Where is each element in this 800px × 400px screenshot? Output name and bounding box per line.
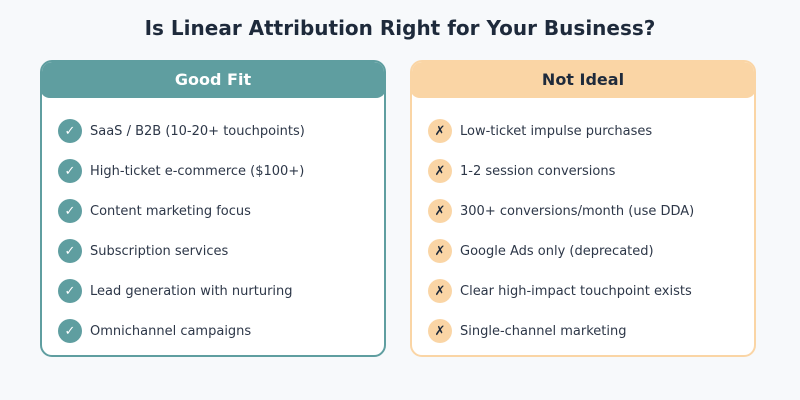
page-title: Is Linear Attribution Right for Your Bus… bbox=[144, 16, 656, 40]
list-item-label: Low-ticket impulse purchases bbox=[460, 123, 653, 139]
check-icon: ✓ bbox=[58, 239, 82, 263]
list-item-label: Lead generation with nurturing bbox=[90, 283, 293, 299]
check-icon: ✓ bbox=[58, 279, 82, 303]
list-item-label: 300+ conversions/month (use DDA) bbox=[460, 203, 695, 219]
check-icon: ✓ bbox=[58, 199, 82, 223]
list-item-label: SaaS / B2B (10-20+ touchpoints) bbox=[90, 123, 305, 139]
cross-icon: ✗ bbox=[428, 159, 452, 183]
list-item-label: High-ticket e-commerce ($100+) bbox=[90, 163, 305, 179]
list-item-label: Content marketing focus bbox=[90, 203, 251, 219]
cross-icon: ✗ bbox=[428, 279, 452, 303]
list-item: ✓ SaaS / B2B (10-20+ touchpoints) bbox=[58, 119, 305, 143]
list-item-label: Omnichannel campaigns bbox=[90, 323, 252, 339]
good-fit-header: Good Fit bbox=[42, 62, 384, 98]
list-item-label: Google Ads only (deprecated) bbox=[460, 243, 654, 259]
list-item-label: Subscription services bbox=[90, 243, 229, 259]
not-ideal-card: Not Ideal ✗ Low-ticket impulse purchases… bbox=[410, 60, 756, 357]
list-item: ✗ 1-2 session conversions bbox=[428, 159, 694, 183]
list-item-label: Single-channel marketing bbox=[460, 323, 627, 339]
good-fit-card: Good Fit ✓ SaaS / B2B (10-20+ touchpoint… bbox=[40, 60, 386, 357]
list-item: ✗ 300+ conversions/month (use DDA) bbox=[428, 199, 694, 223]
list-item: ✓ High-ticket e-commerce ($100+) bbox=[58, 159, 305, 183]
check-icon: ✓ bbox=[58, 159, 82, 183]
not-ideal-header: Not Ideal bbox=[412, 62, 754, 98]
list-item: ✗ Low-ticket impulse purchases bbox=[428, 119, 694, 143]
list-item: ✗ Clear high-impact touchpoint exists bbox=[428, 279, 694, 303]
cross-icon: ✗ bbox=[428, 319, 452, 343]
cross-icon: ✗ bbox=[428, 119, 452, 143]
list-item: ✗ Single-channel marketing bbox=[428, 319, 694, 343]
good-fit-list: ✓ SaaS / B2B (10-20+ touchpoints) ✓ High… bbox=[58, 119, 305, 355]
list-item: ✓ Subscription services bbox=[58, 239, 305, 263]
list-item: ✗ Google Ads only (deprecated) bbox=[428, 239, 694, 263]
list-item-label: 1-2 session conversions bbox=[460, 163, 616, 179]
check-icon: ✓ bbox=[58, 319, 82, 343]
check-icon: ✓ bbox=[58, 119, 82, 143]
list-item: ✓ Lead generation with nurturing bbox=[58, 279, 305, 303]
list-item-label: Clear high-impact touchpoint exists bbox=[460, 283, 692, 299]
list-item: ✓ Content marketing focus bbox=[58, 199, 305, 223]
list-item: ✓ Omnichannel campaigns bbox=[58, 319, 305, 343]
not-ideal-list: ✗ Low-ticket impulse purchases ✗ 1-2 ses… bbox=[428, 119, 694, 355]
cross-icon: ✗ bbox=[428, 199, 452, 223]
cross-icon: ✗ bbox=[428, 239, 452, 263]
